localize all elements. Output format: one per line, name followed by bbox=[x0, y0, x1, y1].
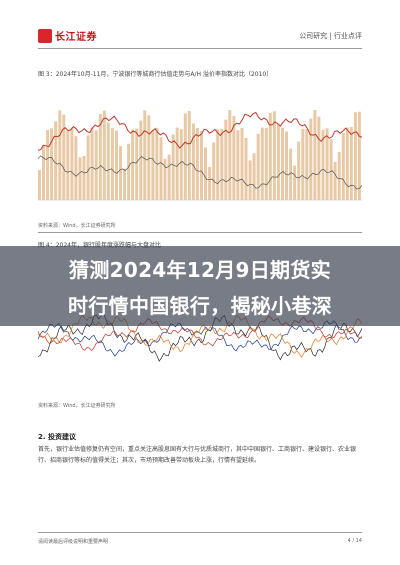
background-bar bbox=[175, 127, 179, 200]
background-bar bbox=[305, 129, 309, 200]
background-bar bbox=[50, 128, 54, 200]
background-bar bbox=[82, 156, 86, 200]
background-bar bbox=[232, 116, 236, 200]
headline-line-2: 时行情中国银行，揭秘小巷深 bbox=[68, 294, 332, 318]
background-bar bbox=[353, 112, 357, 200]
background-bar bbox=[260, 127, 264, 200]
footer-rule bbox=[38, 532, 362, 533]
background-bar bbox=[179, 129, 183, 200]
figure1-caption: 图 3：2024年10月-11月，宁波银行等城商行估值走势与A/H 溢价率指数对… bbox=[38, 71, 273, 78]
background-bar bbox=[313, 110, 317, 200]
background-bar bbox=[90, 127, 94, 200]
page-number: 4 / 14 bbox=[347, 538, 362, 544]
background-bar bbox=[252, 153, 256, 200]
background-bar bbox=[54, 121, 58, 200]
background-bar bbox=[98, 114, 102, 200]
background-bar bbox=[187, 111, 191, 200]
background-bar bbox=[264, 128, 268, 200]
background-bar bbox=[297, 141, 301, 200]
figure1-source: 资料来源：Wind，长江证券研究所 bbox=[38, 223, 116, 229]
background-bar bbox=[38, 170, 41, 200]
report-header: 长江证券 公司研究 | 行业点评 bbox=[0, 0, 400, 50]
background-bar bbox=[220, 128, 224, 200]
headline-banner: 猜测2024年12月9日期货实 时行情中国银行，揭秘小巷深 bbox=[0, 246, 400, 326]
logo-text: 长江证券 bbox=[55, 32, 97, 43]
background-bar bbox=[236, 130, 240, 200]
figure1-chart bbox=[38, 110, 362, 201]
background-bar bbox=[248, 160, 252, 200]
background-bar bbox=[119, 146, 122, 200]
background-bar bbox=[58, 110, 62, 200]
background-bar bbox=[268, 112, 272, 200]
background-bar bbox=[110, 128, 114, 200]
background-bar bbox=[139, 120, 143, 200]
background-bar bbox=[42, 145, 45, 200]
background-bar bbox=[183, 113, 187, 200]
headline-line-1: 猜测2024年12月9日期货实 bbox=[69, 258, 331, 282]
background-bar bbox=[163, 158, 167, 200]
background-bar bbox=[123, 168, 126, 200]
header-category: 公司研究 | 行业点评 bbox=[299, 32, 362, 40]
section-heading: 2. 投资建议 bbox=[38, 433, 76, 441]
background-bar bbox=[240, 128, 244, 200]
background-bar bbox=[127, 143, 131, 200]
background-bar bbox=[276, 124, 280, 200]
background-bar bbox=[224, 119, 228, 200]
background-bar bbox=[337, 151, 341, 200]
background-bar bbox=[191, 123, 195, 200]
background-bar bbox=[115, 130, 118, 200]
background-bar bbox=[321, 129, 325, 200]
background-bar bbox=[212, 142, 216, 200]
background-bar bbox=[325, 128, 329, 200]
background-bar bbox=[357, 111, 361, 200]
background-bar bbox=[208, 167, 212, 200]
background-bar bbox=[46, 130, 50, 200]
background-bar bbox=[78, 157, 82, 200]
section-paragraph: 首先，银行业估值修复仍有空间，重点关注高股息国有大行与优质城商行，其中中国银行、… bbox=[38, 446, 357, 464]
logo-mark-icon bbox=[38, 28, 52, 43]
background-bar bbox=[216, 129, 220, 200]
background-bar bbox=[62, 114, 66, 200]
background-bar bbox=[349, 127, 353, 200]
background-bar bbox=[289, 148, 293, 200]
background-bar bbox=[301, 128, 305, 200]
background-bar bbox=[86, 135, 90, 200]
background-bar bbox=[244, 138, 248, 200]
background-bar bbox=[228, 110, 232, 200]
background-bar bbox=[143, 110, 147, 200]
background-bar bbox=[171, 134, 175, 200]
background-bar bbox=[285, 131, 288, 200]
logo: 长江证券 bbox=[38, 28, 97, 43]
background-bar bbox=[70, 127, 74, 200]
background-bar bbox=[281, 127, 284, 200]
background-bar bbox=[151, 130, 155, 200]
background-bar bbox=[341, 133, 345, 200]
background-bar bbox=[167, 154, 171, 200]
background-bar bbox=[135, 128, 139, 200]
background-bar bbox=[309, 118, 313, 200]
background-bar bbox=[66, 130, 70, 200]
background-bar bbox=[195, 128, 199, 200]
background-bar bbox=[94, 130, 98, 200]
divider bbox=[38, 232, 362, 233]
background-bar bbox=[345, 127, 349, 200]
background-bar bbox=[256, 133, 260, 200]
background-bar bbox=[317, 116, 321, 200]
footer-disclaimer: 请阅读最后评级说明和重要声明 bbox=[38, 539, 109, 545]
background-bar bbox=[159, 137, 163, 200]
background-bar bbox=[74, 136, 78, 200]
background-bar bbox=[106, 122, 110, 200]
background-bar bbox=[329, 139, 333, 200]
header-rule bbox=[38, 48, 362, 49]
background-bar bbox=[293, 165, 297, 200]
figure2-caption: 图 4：2024年，银行股年度涨跌幅与大盘对比 bbox=[38, 240, 161, 249]
background-bar bbox=[333, 161, 337, 200]
background-bar bbox=[147, 115, 151, 200]
background-bar bbox=[200, 131, 203, 200]
background-bar bbox=[272, 111, 276, 200]
background-bar bbox=[102, 110, 106, 200]
background-bar bbox=[131, 129, 135, 200]
figure2-source: 资料来源：Wind，长江证券研究所 bbox=[38, 403, 116, 409]
background-bar bbox=[204, 147, 207, 200]
